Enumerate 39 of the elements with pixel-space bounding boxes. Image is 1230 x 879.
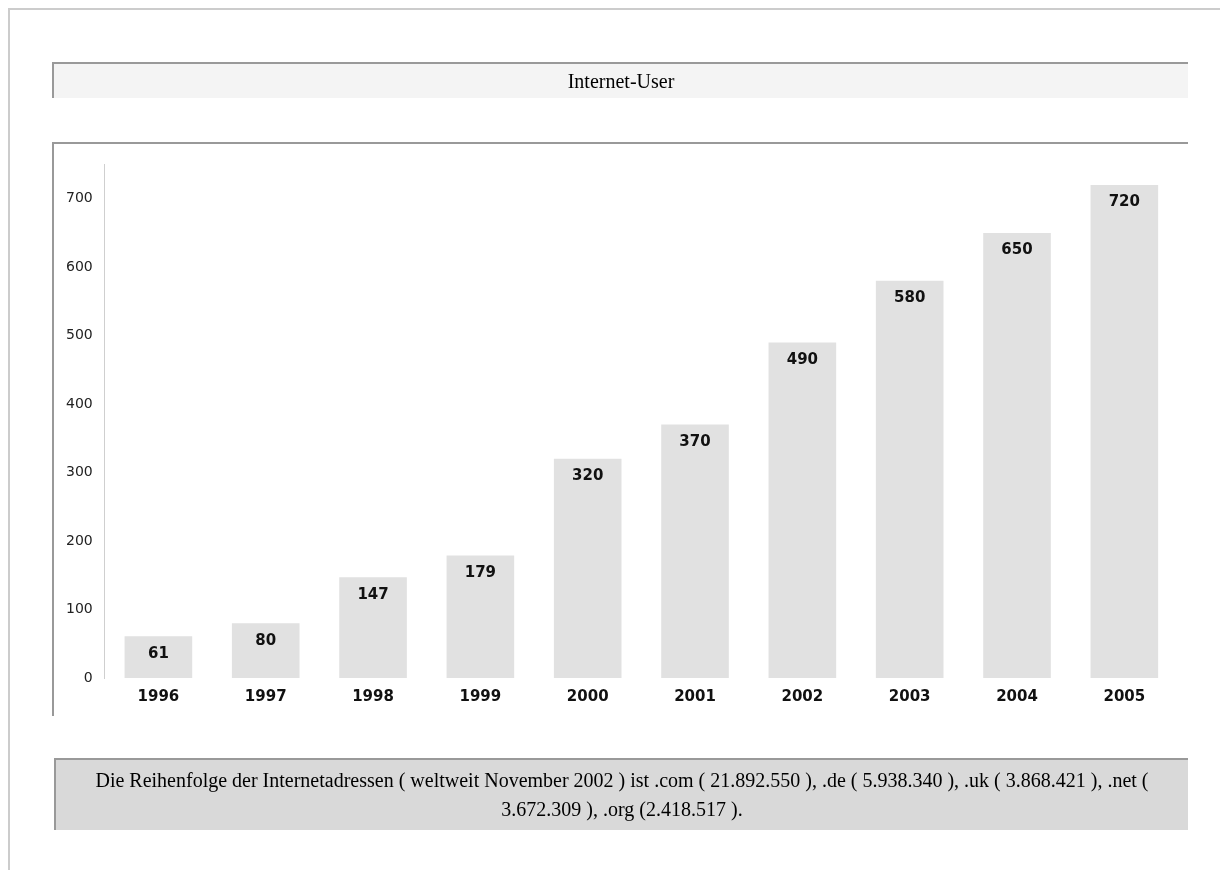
x-tick-label: 1998 [352,686,394,705]
bar [339,577,407,678]
bar [231,623,300,678]
y-tick-label: 700 [65,189,93,206]
y-tick-label: 100 [65,600,93,617]
x-tick-label: 2000 [566,686,609,705]
data-label: 147 [357,584,389,603]
bar [768,342,837,678]
x-tick-label: 2004 [996,686,1038,705]
x-tick-label: 2002 [781,686,824,705]
data-label: 61 [147,643,169,662]
bar [983,232,1051,678]
x-tick-label: 2001 [674,686,716,705]
chart-title: Internet-User [52,62,1188,98]
data-label: 490 [786,349,819,368]
data-label: 720 [1108,192,1140,211]
y-tick-label: 300 [65,463,93,480]
bar [446,555,515,678]
x-tick-label: 1999 [459,686,502,705]
data-label: 179 [464,562,497,581]
bar [553,458,622,678]
data-label: 80 [255,630,277,649]
bar [1090,184,1159,678]
bar [661,424,729,678]
bar [875,280,944,678]
data-label: 320 [572,466,604,485]
y-tick-label: 500 [65,326,93,343]
x-tick-label: 1997 [244,686,287,705]
y-tick-label: 0 [83,668,93,685]
x-tick-label: 2003 [888,686,931,705]
y-tick-label: 600 [65,257,93,274]
bar [124,636,193,678]
y-tick-label: 400 [65,394,93,411]
x-tick-label: 1996 [137,686,180,705]
x-tick-label: 2005 [1103,686,1146,705]
data-label: 650 [1001,240,1033,259]
y-tick-label: 200 [65,531,93,548]
data-label: 580 [894,288,926,307]
data-label: 370 [679,432,711,451]
